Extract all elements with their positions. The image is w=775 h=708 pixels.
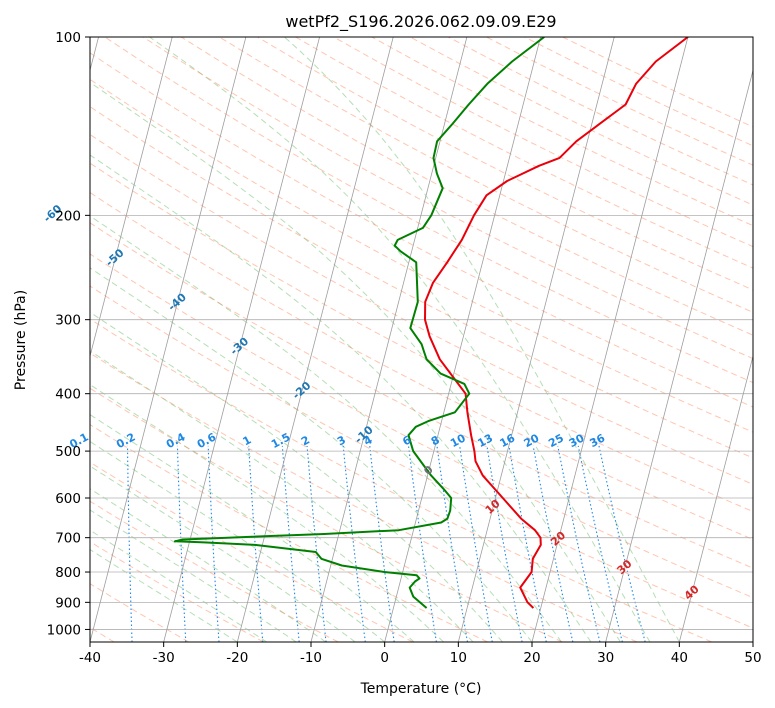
moist-adiabat <box>90 465 356 642</box>
isotherm-label: -70 <box>0 158 2 181</box>
y-tick-label: 700 <box>55 531 81 547</box>
mixing-ratio-line <box>557 445 601 642</box>
moist-adiabats <box>90 37 680 642</box>
dry-adiabat <box>90 352 638 642</box>
isotherm-line <box>605 68 753 642</box>
y-axis-title: Pressure (hPa) <box>13 290 29 390</box>
x-tick-label: 20 <box>523 650 540 666</box>
moist-adiabat <box>90 311 503 642</box>
isotherm-line <box>678 354 753 642</box>
mixing-ratio-label: 16 <box>498 431 518 450</box>
mixing-ratio-line <box>281 445 300 642</box>
isotherm-line <box>752 640 753 642</box>
x-tick-label: -30 <box>153 650 175 666</box>
dry-adiabat <box>90 583 190 642</box>
y-tick-label: 500 <box>55 444 81 460</box>
dry-adiabat <box>180 37 753 336</box>
moist-adiabat <box>90 414 415 642</box>
x-tick-label: 50 <box>744 650 761 666</box>
y-tick-label: 1000 <box>47 622 81 638</box>
dry-adiabat <box>219 37 753 313</box>
mixing-ratio-line <box>436 445 469 642</box>
x-tick-label: -20 <box>226 650 248 666</box>
dewpoint-line <box>173 37 545 609</box>
mixing-ratio-label: 36 <box>588 431 608 450</box>
dry-adiabat <box>90 52 753 408</box>
y-tick-label: 100 <box>55 30 81 46</box>
x-axis-title: Temperature (°C) <box>360 681 482 697</box>
isotherms <box>90 37 753 642</box>
plot-frame <box>89 36 754 643</box>
moist-adiabat <box>90 384 444 642</box>
mixing-ratio-label: 13 <box>475 431 495 450</box>
dry-adiabat <box>104 37 753 384</box>
y-tick-label: 900 <box>55 595 81 611</box>
mixing-ratio-label: 25 <box>546 431 566 450</box>
x-tick-label: -10 <box>300 650 322 666</box>
mixing-ratio-line <box>176 445 187 642</box>
dry-adiabat <box>90 162 753 513</box>
axes: -40 -30 -20 -10 0 10 20 30 40 50 100 200 300 400 500 60… <box>47 30 762 666</box>
mixing-ratio-line <box>407 445 437 642</box>
y-tick-label: 400 <box>55 387 81 403</box>
mixing-ratio-line <box>577 445 623 642</box>
y-tick-label: 200 <box>55 208 81 224</box>
y-tick-label: 800 <box>55 565 81 581</box>
mixing-ratio-label: 30 <box>567 431 587 450</box>
mixing-ratio-line <box>306 445 327 642</box>
mixing-ratio-line <box>207 445 220 642</box>
profile-series <box>173 37 689 609</box>
x-tick-label: 0 <box>380 650 389 666</box>
y-tick-label: 300 <box>55 313 81 329</box>
mixing-ratio-label: 10 <box>448 431 468 450</box>
dry-adiabat <box>90 318 712 642</box>
isotherm-line <box>90 37 173 358</box>
y-tick-label: 600 <box>55 491 81 507</box>
moist-adiabat <box>90 488 326 642</box>
dry-adiabat <box>90 253 753 599</box>
isotherm-line <box>384 37 541 642</box>
mixing-ratio-lines <box>126 445 646 642</box>
dry-adiabat <box>90 285 753 629</box>
dry-adiabat <box>90 133 753 485</box>
x-tick-label: 10 <box>450 650 467 666</box>
plot-background <box>90 37 753 642</box>
mixing-ratio-line <box>532 445 574 642</box>
isotherm-line <box>236 37 394 642</box>
x-tick-label: 30 <box>597 650 614 666</box>
pressure-gridlines <box>90 37 753 630</box>
moist-adiabat <box>90 440 385 642</box>
mixing-ratio-line <box>508 445 547 642</box>
moist-adiabat <box>284 37 680 642</box>
mixing-ratio-line <box>459 445 493 642</box>
x-tick-label: 40 <box>671 650 688 666</box>
mixing-ratio-line <box>342 445 366 642</box>
dry-adiabat <box>90 424 488 642</box>
isotherm-line <box>457 37 615 642</box>
mixing-ratio-label: 20 <box>522 431 542 450</box>
mixing-ratio-line <box>486 445 523 642</box>
moist-adiabat <box>90 154 592 642</box>
moist-adiabat <box>90 215 562 642</box>
dry-adiabat <box>90 387 563 642</box>
moist-adiabat <box>90 81 621 642</box>
isotherm-line <box>531 37 689 642</box>
mixing-ratio-line <box>126 445 133 642</box>
moist-adiabat <box>90 267 533 642</box>
x-tick-label: -40 <box>79 650 101 666</box>
isotherm-line <box>90 37 247 642</box>
mixing-ratio-line <box>248 445 264 642</box>
chart-title: wetPf2_S196.2026.062.09.09.E29 <box>285 12 556 32</box>
temperature-line <box>424 37 689 609</box>
mixing-ratio-line <box>598 445 646 642</box>
